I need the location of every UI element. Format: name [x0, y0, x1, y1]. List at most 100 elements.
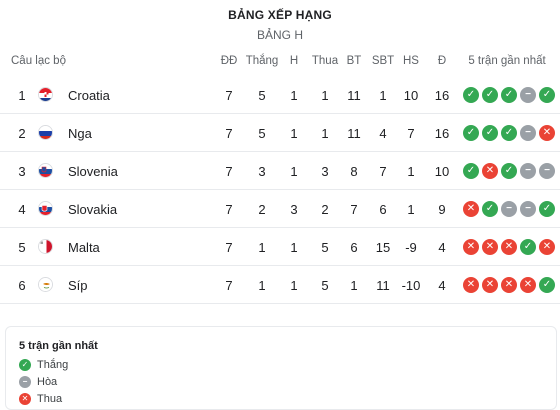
slovenia-flag-icon	[38, 163, 53, 178]
stat-played: 7	[225, 164, 233, 179]
stat-gd: 7	[407, 126, 415, 141]
table-row[interactable]: 6 Síp 7 1 1 5 1 11 -10 4 ✕ ✕ ✕ ✕ ✓	[0, 266, 560, 304]
stat-ga: 11	[376, 278, 390, 293]
col-gf: BT	[346, 55, 362, 67]
stat-played: 7	[225, 278, 233, 293]
position: 5	[18, 240, 26, 255]
cross-icon: ✕	[463, 239, 479, 255]
stat-points: 16	[434, 126, 450, 141]
position: 1	[18, 88, 26, 103]
stat-ga: 7	[379, 164, 387, 179]
stat-draws: 3	[290, 202, 298, 217]
stat-draws: 1	[290, 164, 298, 179]
cross-icon: ✕	[520, 277, 536, 293]
stat-losses: 1	[321, 126, 329, 141]
stat-ga: 6	[379, 202, 387, 217]
stat-gd: 1	[407, 164, 415, 179]
col-losses: Thua	[311, 55, 339, 67]
cyprus-flag-icon	[38, 277, 53, 292]
cross-icon: ✕	[463, 201, 479, 217]
stat-points: 9	[438, 202, 446, 217]
team-name[interactable]: Slovenia	[68, 164, 118, 179]
stat-draws: 1	[290, 278, 298, 293]
check-icon: ✓	[501, 87, 517, 103]
legend-title: 5 trận gần nhất	[19, 340, 98, 352]
legend-label: Thua	[37, 393, 63, 405]
stat-played: 7	[225, 202, 233, 217]
check-icon: ✓	[463, 163, 479, 179]
check-icon: ✓	[501, 125, 517, 141]
team-name[interactable]: Síp	[68, 278, 88, 293]
table-row[interactable]: 1 Croatia 7 5 1 1 11 1 10 16 ✓ ✓ ✓ − ✓	[0, 76, 560, 114]
team-name[interactable]: Croatia	[68, 88, 110, 103]
legend-label: Thắng	[37, 359, 69, 371]
form-legend: 5 trận gần nhất ✓ Thắng − Hòa ✕ Thua	[5, 326, 557, 410]
stat-points: 16	[434, 88, 450, 103]
col-draws: H	[289, 55, 299, 67]
col-played: ĐĐ	[220, 55, 238, 67]
stat-draws: 1	[290, 88, 298, 103]
legend-label: Hòa	[37, 376, 58, 388]
check-icon: ✓	[463, 125, 479, 141]
stat-points: 4	[438, 278, 446, 293]
team-name[interactable]: Nga	[68, 126, 92, 141]
stat-gf: 7	[350, 202, 358, 217]
table-row[interactable]: 2 Nga 7 5 1 1 11 4 7 16 ✓ ✓ ✓ − ✕	[0, 114, 560, 152]
table-row[interactable]: 5 Malta 7 1 1 5 6 15 -9 4 ✕ ✕ ✕ ✓ ✕	[0, 228, 560, 266]
table-row[interactable]: 3 Slovenia 7 3 1 3 8 7 1 10 ✓ ✕ ✓ − −	[0, 152, 560, 190]
minus-icon: −	[501, 201, 517, 217]
stat-draws: 1	[290, 240, 298, 255]
croatia-flag-icon	[38, 87, 53, 102]
check-icon: ✓	[19, 359, 31, 371]
col-points: Đ	[437, 55, 447, 67]
stat-ga: 15	[375, 240, 391, 255]
position: 4	[18, 202, 26, 217]
team-name[interactable]: Slovakia	[68, 202, 118, 217]
col-form: 5 trận gần nhất	[468, 55, 546, 67]
stat-losses: 2	[321, 202, 329, 217]
check-icon: ✓	[463, 87, 479, 103]
table-row[interactable]: 4 Slovakia 7 2 3 2 7 6 1 9 ✕ ✓ − − ✓	[0, 190, 560, 228]
page-title: BẢNG XẾP HẠNG	[228, 8, 332, 22]
stat-gd: 10	[403, 88, 419, 103]
col-club: Câu lạc bộ	[11, 55, 66, 67]
stat-ga: 4	[379, 126, 387, 141]
check-icon: ✓	[539, 277, 555, 293]
cross-icon: ✕	[539, 125, 555, 141]
stat-gf: 11	[347, 126, 361, 141]
position: 2	[18, 126, 26, 141]
stat-wins: 5	[258, 126, 266, 141]
table-header: Câu lạc bộ ĐĐ Thắng H Thua BT SBT HS Đ 5…	[0, 55, 560, 71]
check-icon: ✓	[520, 239, 536, 255]
stat-losses: 1	[321, 88, 329, 103]
check-icon: ✓	[482, 125, 498, 141]
stat-losses: 5	[321, 278, 329, 293]
stat-gd: -9	[405, 240, 417, 255]
stat-points: 4	[438, 240, 446, 255]
stat-wins: 5	[258, 88, 266, 103]
check-icon: ✓	[501, 163, 517, 179]
stat-gd: -10	[401, 278, 421, 293]
minus-icon: −	[520, 163, 536, 179]
check-icon: ✓	[539, 201, 555, 217]
cross-icon: ✕	[482, 277, 498, 293]
stat-draws: 1	[290, 126, 298, 141]
team-name[interactable]: Malta	[68, 240, 100, 255]
cross-icon: ✕	[482, 239, 498, 255]
col-wins: Thắng	[245, 55, 279, 67]
cross-icon: ✕	[539, 239, 555, 255]
check-icon: ✓	[539, 87, 555, 103]
stat-points: 10	[434, 164, 450, 179]
stat-gf: 11	[347, 88, 361, 103]
position: 3	[18, 164, 26, 179]
stat-gf: 8	[350, 164, 358, 179]
cross-icon: ✕	[501, 277, 517, 293]
stat-wins: 1	[258, 240, 266, 255]
stat-wins: 2	[258, 202, 266, 217]
stat-wins: 3	[258, 164, 266, 179]
minus-icon: −	[520, 125, 536, 141]
col-ga: SBT	[371, 55, 395, 67]
check-icon: ✓	[482, 201, 498, 217]
stat-losses: 3	[321, 164, 329, 179]
cross-icon: ✕	[19, 393, 31, 405]
